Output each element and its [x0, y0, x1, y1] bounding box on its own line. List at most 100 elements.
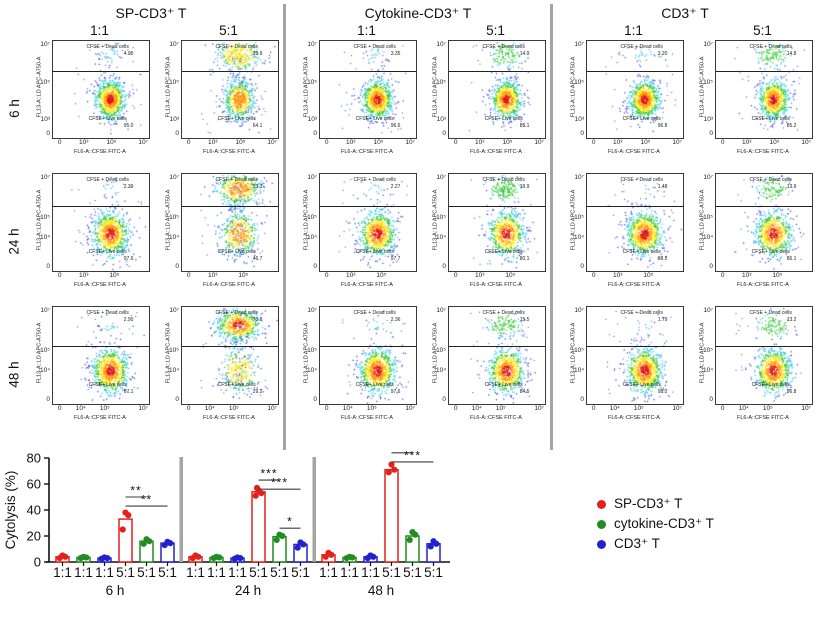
flow-x-axis-label: FL6-A::CFSE FITC-A — [608, 282, 660, 288]
live-gate-annotation: CFSE+ Live cells 97.7 — [345, 249, 405, 262]
flow-y-axis: FL13-A::LD APC-A750-A 10⁷ 10⁵ 10⁴ 0 — [151, 306, 181, 403]
scatter-cloud — [716, 41, 812, 138]
flow-y-tick-label: 10⁴ — [573, 234, 584, 242]
flow-y-tick-label: 10⁴ — [435, 367, 446, 375]
data-point — [143, 536, 150, 543]
data-point — [294, 544, 301, 551]
flow-plot-area: CFSE + Dead cells 35.9 CFSE+ Live cells 64.… — [181, 40, 279, 139]
dead-gate-annotation: CFSE + Dead cells 19.9 — [474, 177, 534, 190]
flow-y-tick-label: 10⁴ — [306, 367, 317, 375]
live-gate-annotation: CFSE+ Live cells 64.1 — [207, 116, 267, 129]
live-gate-label: CFSE+ Live cells — [355, 116, 394, 122]
dead-percentage: 3.35 — [390, 50, 401, 57]
flow-plot-area: CFSE + Dead cells 3.20 CFSE+ Live cells 96.… — [586, 40, 684, 139]
flow-x-axis: 0 10³ 10⁵ — [715, 272, 811, 281]
group-time-label: 48 h — [368, 583, 394, 598]
dead-gate-label: CFSE + Dead cells — [749, 310, 792, 316]
flow-x-tick-label: 10⁴ — [738, 405, 749, 412]
flow-x-tick-label: 0 — [57, 405, 62, 412]
flow-y-tick-label: 10⁷ — [574, 40, 584, 48]
dead-percentage: 2.39 — [123, 183, 134, 190]
flow-x-tick-label: 10⁷ — [138, 139, 148, 146]
plot-row: FL13-A::LD APC-A750-A 10⁷ 10⁵ 10³ 0 CFSE + De… — [556, 40, 814, 173]
live-percentage: 86.1 — [786, 255, 797, 262]
flow-y-tick-label: 10⁴ — [39, 367, 50, 375]
flow-y-tick-label: 0 — [442, 130, 446, 138]
ratio-header-row: 1:1 5:1 — [22, 23, 280, 40]
flow-x-tick-label: 0 — [453, 272, 458, 279]
flow-x-axis: 0 10⁴ 10⁵ 10⁷ — [181, 405, 277, 414]
data-point — [406, 536, 413, 543]
flow-x-axis-label: FL6-A::CFSE FITC-A — [203, 415, 255, 421]
flow-y-tick-label: 10⁵ — [574, 213, 584, 221]
flow-x-tick-label: 0 — [186, 405, 191, 412]
flow-x-tick-label: 0 — [591, 405, 596, 412]
flow-y-axis: FL13-A::LD APC-A750-A 10⁷ 10⁵ 10³ 0 — [556, 40, 586, 137]
data-point — [409, 529, 416, 536]
flow-x-tick-label: 10⁴ — [471, 405, 482, 412]
live-percentage: 84.5 — [519, 388, 530, 395]
flow-plot-area: CFSE + Dead cells 2.90 CFSE+ Live cells 97.… — [52, 306, 150, 405]
data-point — [388, 461, 395, 468]
plot-row: FL13-A::LD APC-A750-A 10⁷ 10⁵ 10⁴ 0 CFSE + De… — [22, 173, 280, 306]
dead-percentage: 13.9 — [786, 183, 797, 190]
flow-plot-area: CFSE + Dead cells 1.48 CFSE+ Live cells 98.… — [586, 173, 684, 272]
flow-plot: FL13-A::LD APC-A750-A 10⁷ 10⁵ 10³ 0 CFSE + De… — [22, 40, 151, 173]
data-point — [346, 553, 353, 560]
group-separator — [550, 4, 553, 450]
flow-y-tick-label: 10³ — [169, 115, 179, 123]
flow-plot: FL13-A::LD APC-A750-A 10⁷ 10⁵ 10⁴ 0 CFSE + De… — [151, 173, 280, 306]
flow-x-tick-label: 10⁷ — [801, 405, 811, 412]
flow-plot: FL13-A::LD APC-A750-A 10⁷ 10⁵ 10⁴ 0 CFSE + De… — [685, 306, 814, 439]
y-tick-label: 60 — [27, 477, 41, 492]
ratio-tick-label: 1:1 — [186, 565, 205, 580]
data-point — [101, 554, 108, 561]
data-point — [80, 553, 87, 560]
live-percentage: 97.1 — [123, 388, 134, 395]
group-separator — [283, 4, 286, 450]
ratio-label: 1:1 — [90, 23, 109, 38]
live-gate-annotation: CFSE+ Live cells 80.1 — [474, 249, 534, 262]
plot-row: FL13-A::LD APC-A750-A 10⁷ 10⁵ 10³ 0 CFSE + De… — [22, 40, 280, 173]
flow-x-axis: 0 10⁴ 10⁵ 10⁷ — [448, 405, 544, 414]
live-percentage: 96.8 — [657, 122, 668, 129]
scatter-cloud — [53, 307, 149, 404]
dead-percentage: 3.20 — [657, 50, 668, 57]
flow-y-tick-label: 10⁷ — [40, 173, 50, 181]
flow-x-tick-label: 10⁴ — [204, 405, 215, 412]
ratio-tick-label: 1:1 — [74, 565, 93, 580]
flow-x-tick-label: 10⁵ — [505, 272, 516, 279]
data-point — [367, 552, 374, 559]
flow-plot: FL13-A::LD APC-A750-A 10⁷ 10⁵ 10³ 0 CFSE + De… — [556, 40, 685, 173]
live-gate-annotation: CFSE+ Live cells 96.6 — [345, 116, 405, 129]
plot-row: FL13-A::LD APC-A750-A 10⁷ 10⁵ 10⁴ 0 CFSE + De… — [556, 306, 814, 439]
flow-x-axis: 0 10⁴ 10⁵ 10⁷ — [715, 405, 811, 414]
flow-x-tick-label: 10³ — [207, 139, 218, 146]
flow-x-tick-label: 10⁵ — [772, 272, 783, 279]
flow-y-tick-label: 10³ — [40, 115, 50, 123]
live-percentage: 29.2 — [252, 388, 263, 395]
chart-y-axis-label: Cytolysis (%) — [3, 471, 18, 550]
flow-y-axis: FL13-A::LD APC-A750-A 10⁷ 10⁵ 10³ 0 — [685, 40, 715, 137]
dead-percentage: 14.9 — [519, 50, 530, 57]
flow-x-tick-label: 10⁴ — [609, 405, 620, 412]
scatter-cloud — [587, 41, 683, 138]
live-gate-annotation: CFSE+ Live cells 29.2 — [207, 382, 267, 395]
dead-gate-label: CFSE + Dead cells — [482, 310, 525, 316]
flow-y-tick-label: 0 — [175, 396, 179, 404]
significance-label: *** — [260, 467, 277, 481]
flow-plot-area: CFSE + Dead cells 13.2 CFSE+ Live cells 86.… — [715, 306, 813, 405]
flow-plot-area: CFSE + Dead cells 13.9 CFSE+ Live cells 86.… — [715, 173, 813, 272]
flow-plot: FL13-A::LD APC-A750-A 10⁷ 10⁵ 10³ 0 CFSE + De… — [685, 40, 814, 173]
gate-line — [53, 71, 149, 72]
data-point — [276, 531, 283, 538]
flow-x-tick-label: 0 — [720, 272, 725, 279]
data-point — [140, 540, 147, 547]
flow-y-tick-label: 10³ — [703, 115, 713, 123]
flow-y-tick-label: 10⁷ — [574, 306, 584, 314]
dead-gate-annotation: CFSE + Dead cells 2.39 — [78, 177, 138, 190]
flow-x-axis: 0 10³ 10⁵ — [586, 272, 682, 281]
plot-row: FL13-A::LD APC-A750-A 10⁷ 10⁵ 10⁴ 0 CFSE + De… — [289, 306, 547, 439]
data-point — [430, 538, 437, 545]
flow-plot: FL13-A::LD APC-A750-A 10⁷ 10⁵ 10⁴ 0 CFSE + De… — [556, 173, 685, 306]
